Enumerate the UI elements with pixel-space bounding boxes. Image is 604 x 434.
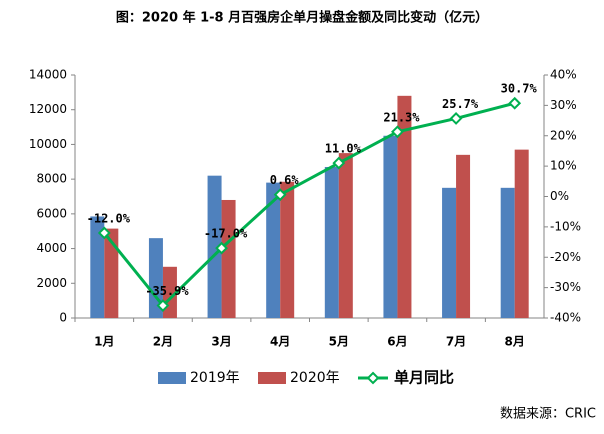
marker [273, 188, 287, 202]
y-tick-label: 4000 [36, 241, 67, 255]
data-label: 11.0% [325, 142, 362, 156]
line [103, 101, 516, 308]
y2-tick-label: -40% [550, 311, 581, 325]
bar [456, 154, 471, 318]
y2-tick-label: 30% [550, 98, 577, 112]
y-tick-label: 2000 [36, 276, 67, 290]
bar [324, 166, 339, 318]
x-tick-label: 4月 [270, 335, 290, 349]
data-label: 0.6% [270, 173, 300, 187]
legend-label: 单月同比 [394, 369, 454, 387]
bar [500, 187, 515, 318]
marker [508, 96, 522, 110]
y2-tick-label: -20% [550, 250, 581, 264]
legend-marker [366, 371, 380, 385]
bar [266, 182, 281, 318]
y2-tick-label: 40% [550, 68, 577, 82]
bar [514, 149, 529, 318]
bar [104, 228, 119, 318]
legend-swatch [158, 372, 186, 384]
bar [442, 187, 457, 318]
marker [449, 112, 463, 125]
marker [97, 226, 111, 240]
marker [215, 241, 228, 255]
marker [391, 125, 404, 139]
y2-tick-label: -30% [550, 280, 581, 294]
y-tick-label: 10000 [29, 137, 67, 151]
chart-title: 图：2020 年 1-8 月百强房企单月操盘金额及同比变动（亿元） [116, 10, 488, 26]
data-label: 25.7% [442, 97, 479, 111]
x-tick-label: 8月 [505, 335, 525, 349]
legend-label: 2019年 [190, 370, 240, 386]
data-label: -17.0% [204, 227, 248, 241]
y-tick-label: 14000 [29, 68, 67, 82]
y2-tick-label: 20% [550, 128, 577, 142]
x-tick-label: 5月 [329, 335, 349, 349]
marker [156, 299, 170, 312]
marker [332, 156, 346, 170]
y-tick-label: 8000 [36, 172, 67, 186]
x-tick-label: 3月 [211, 335, 231, 349]
y2-tick-label: -10% [550, 219, 581, 233]
y-tick-label: 6000 [36, 206, 67, 220]
data-label: -35.9% [145, 284, 189, 298]
y2-tick-label: 10% [550, 159, 577, 173]
x-tick-label: 2月 [153, 335, 173, 349]
data-label: 21.3% [383, 110, 420, 124]
x-tick-label: 7月 [446, 335, 466, 349]
legend-swatch [258, 372, 286, 384]
bar [397, 95, 412, 318]
bar [207, 175, 222, 318]
x-tick-label: 6月 [387, 335, 407, 349]
y-tick-label: 0 [59, 311, 67, 325]
bar [280, 181, 295, 318]
data-label: 30.7% [501, 82, 538, 96]
data-label: -12.0% [87, 211, 131, 225]
bar [148, 238, 163, 318]
bar [221, 199, 236, 318]
bar [90, 216, 105, 318]
y2-tick-label: 0% [550, 189, 569, 203]
legend-label: 2020年 [290, 370, 340, 386]
y-tick-label: 12000 [29, 102, 67, 116]
bar [383, 135, 398, 318]
x-tick-label: 1月 [94, 335, 114, 349]
bar [338, 153, 353, 318]
source-note: 数据来源：CRIC [500, 407, 596, 422]
